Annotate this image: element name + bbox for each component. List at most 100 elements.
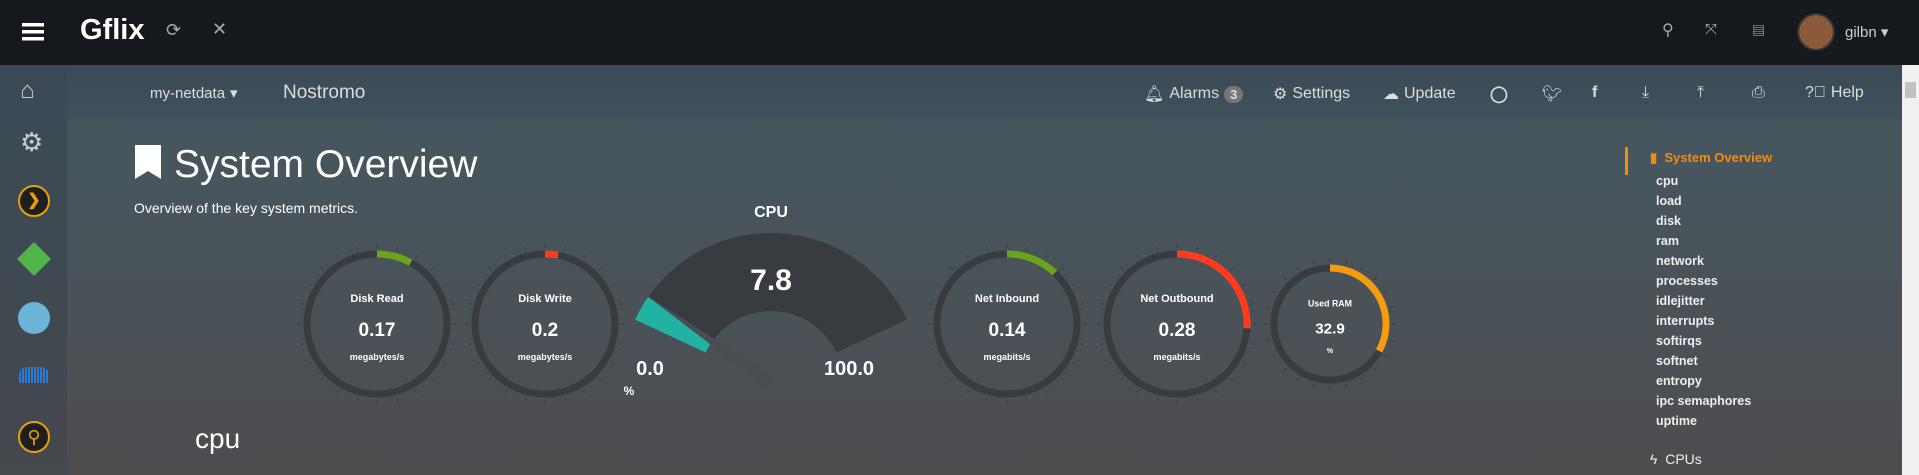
plex-icon[interactable]: ❯ <box>18 185 50 217</box>
right-nav-item[interactable]: cpu <box>1656 174 1679 188</box>
emby-icon[interactable] <box>17 242 51 276</box>
gauge-title: Net Inbound <box>975 293 1039 305</box>
right-nav-item[interactable]: uptime <box>1656 414 1697 428</box>
right-nav-item[interactable]: disk <box>1656 214 1682 228</box>
gauge-tick <box>564 397 567 402</box>
gauge-tick <box>336 389 340 394</box>
gauge-units: megabits/s <box>983 352 1030 362</box>
gauge-tick <box>1383 354 1388 358</box>
right-nav-item[interactable]: ram <box>1656 234 1679 248</box>
right-nav-item[interactable]: load <box>1656 194 1682 208</box>
active-indicator <box>1625 147 1628 175</box>
soundcloud-icon[interactable] <box>19 367 49 383</box>
server-dropdown[interactable]: my-netdata ▾ <box>150 84 238 103</box>
upload-icon[interactable]: ⤒ <box>1697 84 1705 101</box>
gauge-tick <box>1296 266 1300 271</box>
right-nav-item[interactable]: interrupts <box>1656 314 1715 328</box>
help-button[interactable]: ?⃝ Help <box>1805 84 1864 102</box>
gauge-tick <box>450 302 455 305</box>
gauge-title: Disk Write <box>518 293 572 305</box>
gauge-net-inbound: Net Inbound 0.14 megabits/s <box>927 244 1087 404</box>
gauge-title: Disk Read <box>350 293 403 305</box>
alarm-count-badge: 3 <box>1224 85 1244 103</box>
gauge-tick <box>598 377 602 381</box>
gauge-fill <box>1176 250 1251 329</box>
user-menu[interactable]: gilbn ▾ <box>1845 24 1889 41</box>
gauge-tick <box>966 254 970 259</box>
gauge-value: 0.2 <box>532 320 558 341</box>
right-nav-item[interactable]: idlejitter <box>1656 294 1705 308</box>
download-icon[interactable]: ⤓ <box>1642 84 1650 101</box>
scrollbar-thumb[interactable] <box>1905 82 1916 98</box>
gauge-tick <box>1196 246 1199 251</box>
right-nav-item[interactable]: softnet <box>1656 354 1698 368</box>
search-icon[interactable]: ⚲ <box>1662 22 1674 39</box>
gauge-tick <box>336 254 340 259</box>
right-nav-active[interactable]: ▮ System Overview <box>1650 150 1772 166</box>
gauges: Disk Read 0.17 megabytes/s Disk Write 0.2 meg… <box>297 204 1396 404</box>
right-nav-item[interactable]: processes <box>1656 274 1718 288</box>
settings-button[interactable]: ⚙ Settings <box>1273 84 1350 104</box>
translate-icon[interactable]: ▤ <box>1752 21 1766 37</box>
books-icon[interactable] <box>18 302 50 334</box>
fullscreen-icon[interactable]: ⤧ <box>1705 21 1718 38</box>
bookmark-icon <box>135 145 161 179</box>
gauge-tick <box>950 377 954 381</box>
gauge-tick <box>1107 283 1112 287</box>
refresh-icon[interactable]: ⟳ <box>166 20 182 40</box>
netdata-navbar: my-netdata ▾ Nostromo 🔔︎ Alarms 3 ⚙ Setting… <box>67 65 1902 120</box>
right-nav-item[interactable]: ipc semaphores <box>1656 394 1752 408</box>
gauge-tick <box>1155 397 1158 402</box>
gauge-tick <box>1373 367 1378 372</box>
gauge-tick <box>1080 302 1085 305</box>
twitter-icon[interactable]: 🐦︎ <box>1542 86 1563 103</box>
alarms-button[interactable]: 🔔︎ Alarms 3 <box>1144 84 1244 104</box>
cpu-gauge-band <box>635 232 907 353</box>
gauge-tick <box>1026 397 1029 402</box>
right-nav-section-cpus[interactable]: ϟ CPUs <box>1650 451 1702 467</box>
gauge-tick <box>488 267 492 271</box>
avatar[interactable] <box>1797 13 1835 51</box>
app-title[interactable]: Gflix <box>80 14 145 46</box>
gauge-tick <box>950 267 954 271</box>
gauge-fill <box>544 250 559 259</box>
cpu-gauge-value: 7.8 <box>750 264 792 297</box>
cpu-gauge-units: % <box>624 384 635 398</box>
gear-icon[interactable]: ⚙ <box>20 127 44 157</box>
close-icon[interactable]: ✕ <box>212 19 228 39</box>
gauge-tick <box>1044 254 1048 259</box>
facebook-icon[interactable]: f <box>1592 84 1598 101</box>
gauge-tick <box>355 246 358 251</box>
right-nav-item[interactable]: entropy <box>1656 374 1702 388</box>
gauge-tick <box>618 343 623 346</box>
gauge-value: 0.14 <box>989 320 1026 341</box>
search-app-icon[interactable]: ⚲ <box>18 421 50 453</box>
gauge-tick <box>1242 283 1247 287</box>
right-nav-item[interactable]: softirqs <box>1656 334 1702 348</box>
gauge-tick <box>985 397 988 402</box>
gauge-tick <box>1242 361 1247 365</box>
gauge-tick <box>1136 254 1140 259</box>
gauge-tick <box>618 302 623 305</box>
right-nav-item[interactable]: network <box>1656 254 1704 268</box>
print-icon[interactable]: ⎙ <box>1752 84 1765 101</box>
gauge-tick <box>467 343 472 346</box>
hamburger-menu-icon[interactable] <box>22 22 44 42</box>
github-icon[interactable]: ◯ <box>1490 86 1508 103</box>
gauge-tick <box>610 283 615 287</box>
home-icon[interactable]: ⌂ <box>20 77 35 104</box>
gauge-value: 0.17 <box>359 320 396 341</box>
page-title: System Overview <box>174 143 478 186</box>
gauge-tick <box>396 246 399 251</box>
gauge-tick <box>1272 290 1277 294</box>
section-title-cpu: cpu <box>195 423 241 454</box>
update-button[interactable]: ☁ Update <box>1383 84 1456 104</box>
gauge-tick <box>1080 343 1085 346</box>
gauge-tick <box>1196 397 1199 402</box>
gauge-tick <box>450 343 455 346</box>
gauge-tick <box>1296 377 1300 382</box>
gauge-tick <box>929 343 934 346</box>
scrollbar[interactable] <box>1902 65 1919 475</box>
gauge-units: megabits/s <box>1153 352 1200 362</box>
gauge-units: megabytes/s <box>350 352 405 362</box>
